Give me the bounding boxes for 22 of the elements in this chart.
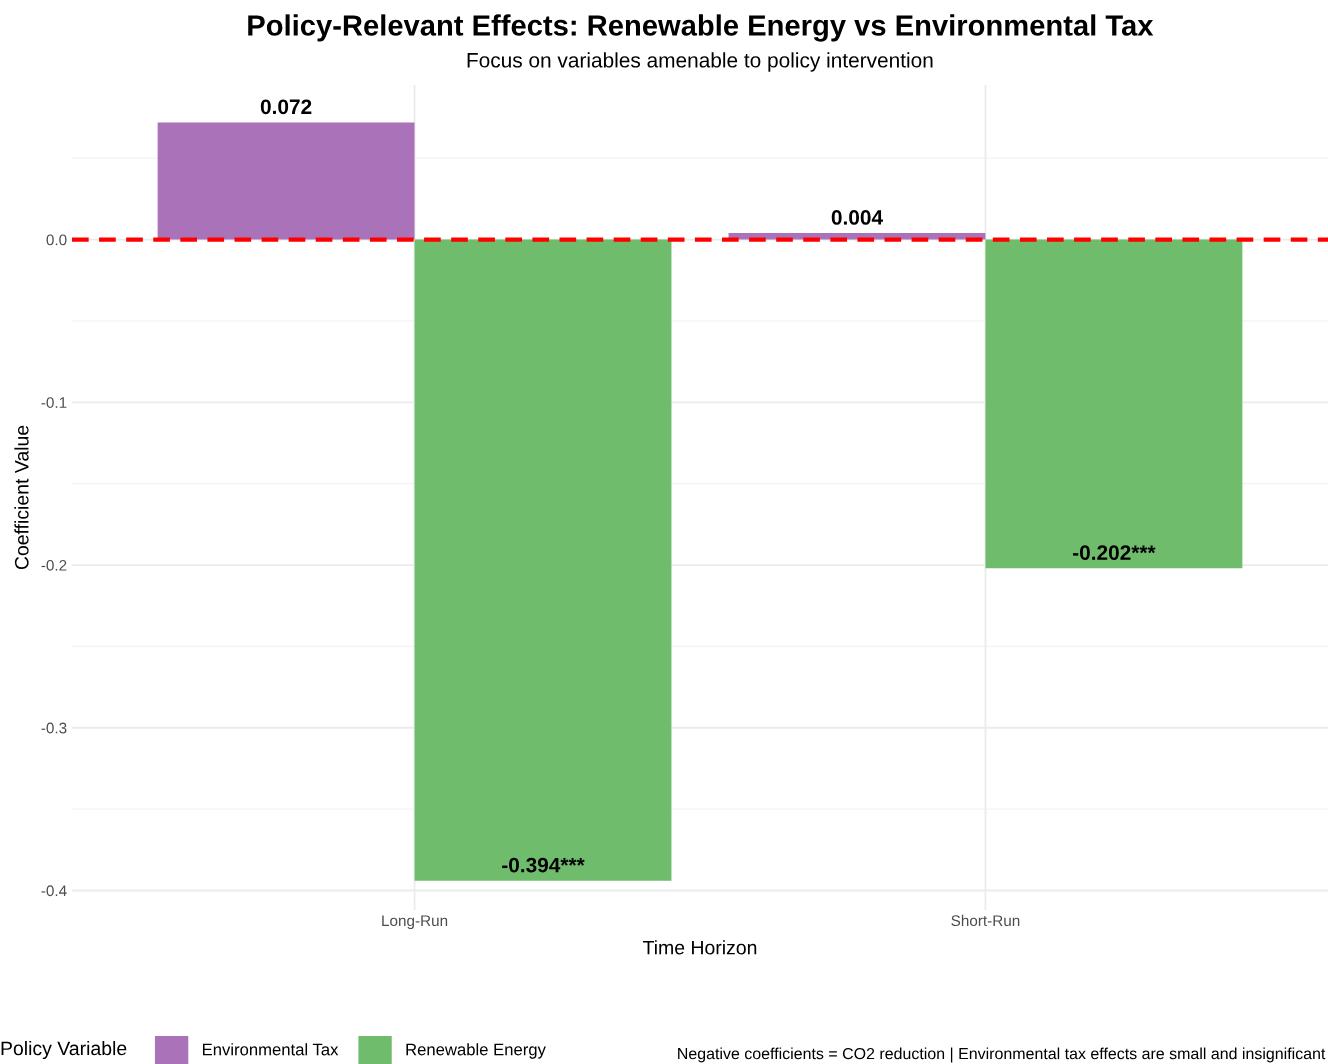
y-tick-label: -0.4 (41, 885, 67, 897)
y-tick-label: -0.2 (41, 559, 67, 571)
data-label: -0.202*** (1073, 545, 1156, 560)
x-tick-label: Long-Run (382, 915, 448, 930)
bar (985, 239, 1243, 569)
legend-label: Renewable Energy (406, 1043, 546, 1059)
y-tick-label: -0.1 (41, 397, 67, 408)
x-tick-label: Short-Run (951, 914, 1020, 927)
chart-subtitle: Focus on variables amenable to policy intervention (467, 52, 933, 72)
y-axis-title: Coefficient Value (14, 425, 29, 570)
data-label: 0.004 (831, 210, 883, 225)
y-tick-label: -0.3 (41, 722, 67, 734)
y-tick-label: 0.0 (46, 234, 67, 246)
data-label: -0.394*** (502, 857, 585, 873)
legend-title: Policy Variable (1, 1040, 127, 1060)
legend-label: Environmental Tax (202, 1043, 339, 1056)
bar (157, 122, 415, 240)
data-label: 0.072 (260, 99, 312, 115)
text: Negative coefficients = CO2 reduction | Environmental tax effects are small and insignificant (678, 1047, 1326, 1063)
chart-title: Policy-Relevant Effects: Renewable Energy vs Environmental Tax (248, 14, 1154, 42)
x-axis-title: Time Horizon (643, 940, 757, 955)
bar (414, 239, 672, 881)
